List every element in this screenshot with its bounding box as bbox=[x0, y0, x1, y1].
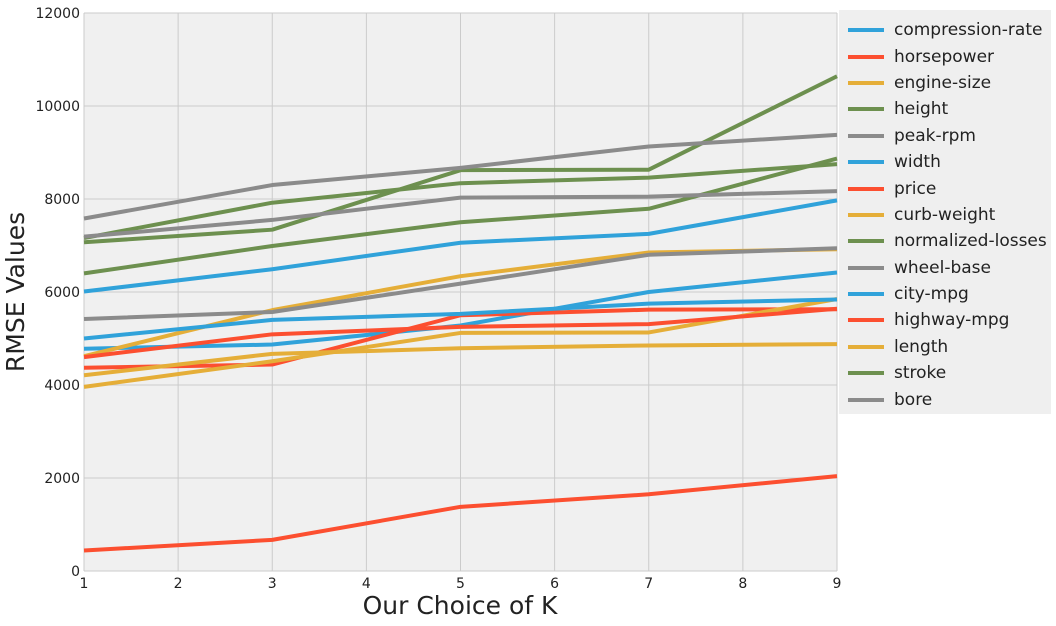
legend-item-price: price bbox=[839, 175, 1051, 201]
legend-swatch bbox=[848, 80, 884, 85]
x-tick-label: 4 bbox=[362, 576, 371, 592]
legend-swatch bbox=[848, 292, 884, 297]
x-tick-label: 7 bbox=[644, 576, 653, 592]
legend-item-horsepower: horsepower bbox=[839, 43, 1051, 69]
legend-label: engine-size bbox=[894, 72, 992, 93]
series-line-bore bbox=[83, 189, 838, 239]
legend-label: stroke bbox=[894, 363, 947, 384]
x-tick-labels: 1 2 3 4 5 6 7 8 9 bbox=[80, 576, 842, 592]
legend-swatch bbox=[848, 160, 884, 165]
legend-item-curb-weight: curb-weight bbox=[839, 202, 1051, 228]
legend-item-length: length bbox=[839, 334, 1051, 360]
legend-swatch bbox=[848, 54, 884, 59]
x-tick-label: 5 bbox=[456, 576, 465, 592]
legend-swatch bbox=[848, 186, 884, 191]
legend-swatch bbox=[848, 318, 884, 323]
legend-label: length bbox=[894, 336, 949, 357]
legend-swatch bbox=[848, 371, 884, 376]
y-axis-label: RMSE Values bbox=[1, 212, 30, 372]
legend-label: wheel-base bbox=[894, 257, 991, 278]
legend-swatch bbox=[848, 265, 884, 270]
x-tick-label: 2 bbox=[174, 576, 183, 592]
x-tick-label: 8 bbox=[738, 576, 747, 592]
x-axis-label: Our Choice of K bbox=[363, 591, 558, 620]
legend-label: highway-mpg bbox=[894, 310, 1010, 331]
legend-label: height bbox=[894, 99, 949, 120]
legend-label: peak-rpm bbox=[894, 125, 976, 146]
legend-item-wheel-base: wheel-base bbox=[839, 255, 1051, 281]
series-line-normalized-losses bbox=[83, 162, 838, 241]
x-tick-label: 9 bbox=[833, 576, 842, 592]
y-tick-label: 4000 bbox=[44, 378, 80, 394]
series-line-price bbox=[83, 474, 838, 553]
series-line-stroke bbox=[83, 156, 838, 276]
series-line-city-mpg bbox=[83, 297, 838, 341]
legend-item-height: height bbox=[839, 96, 1051, 122]
legend-swatch bbox=[848, 28, 884, 33]
legend-item-peak-rpm: peak-rpm bbox=[839, 123, 1051, 149]
legend-item-highway-mpg: highway-mpg bbox=[839, 307, 1051, 333]
legend-label: curb-weight bbox=[894, 204, 996, 225]
x-tick-label: 6 bbox=[550, 576, 559, 592]
y-tick-label: 6000 bbox=[44, 285, 80, 301]
legend-item-engine-size: engine-size bbox=[839, 70, 1051, 96]
legend-label: horsepower bbox=[894, 46, 995, 67]
legend-swatch bbox=[848, 133, 884, 138]
series-line-wheel-base bbox=[83, 246, 838, 321]
legend-item-width: width bbox=[839, 149, 1051, 175]
y-tick-labels: 0 2000 4000 6000 8000 10000 12000 bbox=[35, 6, 80, 580]
series-line-length bbox=[83, 342, 838, 378]
legend-item-stroke: stroke bbox=[839, 360, 1051, 386]
legend-swatch bbox=[848, 344, 884, 349]
y-tick-label: 8000 bbox=[44, 192, 80, 208]
legend-label: compression-rate bbox=[894, 20, 1043, 41]
legend-swatch bbox=[848, 239, 884, 244]
legend-label: normalized-losses bbox=[894, 231, 1047, 252]
legend-swatch bbox=[848, 397, 884, 402]
legend-swatch bbox=[848, 212, 884, 217]
series-line-width bbox=[83, 198, 838, 294]
y-tick-label: 0 bbox=[71, 564, 80, 580]
x-tick-label: 3 bbox=[268, 576, 277, 592]
series-lines bbox=[83, 74, 838, 553]
legend-label: bore bbox=[894, 389, 933, 410]
legend-item-compression-rate: compression-rate bbox=[839, 17, 1051, 43]
y-tick-label: 2000 bbox=[44, 471, 80, 487]
series-line-engine-size bbox=[83, 297, 838, 389]
legend-item-bore: bore bbox=[839, 386, 1051, 412]
y-tick-label: 10000 bbox=[35, 99, 80, 115]
legend-label: city-mpg bbox=[894, 284, 969, 305]
chart-legend: compression-rate horsepower engine-size hei… bbox=[839, 10, 1051, 414]
legend-item-city-mpg: city-mpg bbox=[839, 281, 1051, 307]
y-tick-label: 12000 bbox=[35, 6, 80, 22]
series-line-peak-rpm bbox=[83, 132, 838, 221]
x-tick-label: 1 bbox=[80, 576, 89, 592]
legend-label: width bbox=[894, 152, 941, 173]
series-line-highway-mpg bbox=[83, 306, 838, 360]
series-line-height bbox=[83, 74, 838, 245]
legend-label: price bbox=[894, 178, 937, 199]
legend-item-normalized-losses: normalized-losses bbox=[839, 228, 1051, 254]
legend-swatch bbox=[848, 107, 884, 112]
